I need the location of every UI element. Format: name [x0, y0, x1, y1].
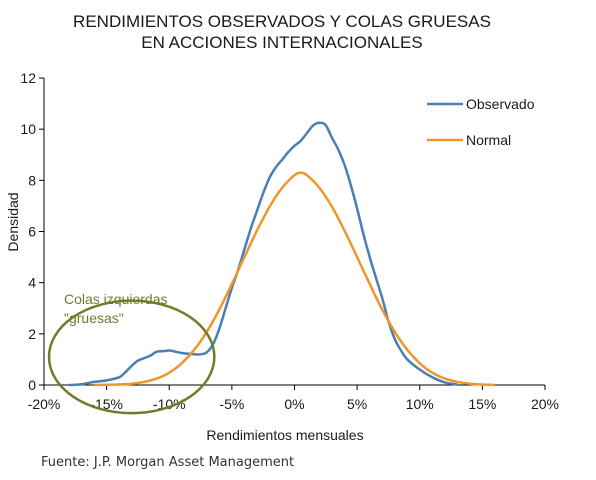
series-lines	[68, 121, 495, 387]
x-axis-label: Rendimientos mensuales	[206, 427, 363, 443]
x-tick-label: 20%	[531, 396, 559, 412]
y-tick-label: 12	[20, 70, 36, 86]
chart-title-line-2: EN ACCIONES INTERNACIONALES	[141, 33, 423, 52]
fat-tail-ellipse	[47, 299, 216, 415]
series-line-normal	[94, 171, 495, 387]
annotation-text-line: "gruesas"	[64, 310, 124, 326]
x-tick-label: 0%	[284, 396, 304, 412]
y-tick-label: 8	[28, 172, 36, 188]
chart-title-line-1: RENDIMIENTOS OBSERVADOS Y COLAS GRUESAS	[73, 12, 491, 31]
annotations: Colas izquierdas "gruesas"	[47, 291, 216, 415]
x-tick-label: -10%	[153, 396, 186, 412]
x-tick-label: 5%	[347, 396, 367, 412]
y-tick-label: 2	[28, 326, 36, 342]
x-tick-label: -20%	[28, 396, 61, 412]
axes	[39, 77, 546, 390]
source-note: Fuente: J.P. Morgan Asset Management	[41, 455, 295, 470]
x-tick-label: 10%	[406, 396, 434, 412]
legend-label-normal: Normal	[466, 132, 511, 148]
legend: Observado Normal	[427, 96, 535, 148]
y-axis-label: Densidad	[5, 192, 21, 251]
annotation-text-line: Colas izquierdas	[64, 291, 168, 307]
x-tick-label: -5%	[219, 396, 244, 412]
series-line-observado	[68, 121, 458, 387]
y-tick-label: 6	[28, 224, 36, 240]
legend-label-observado: Observado	[466, 96, 535, 112]
y-tick-label: 0	[28, 377, 36, 393]
y-tick-label: 4	[28, 275, 36, 291]
y-tick-label: 10	[20, 121, 36, 137]
x-tick-label: 15%	[468, 396, 496, 412]
